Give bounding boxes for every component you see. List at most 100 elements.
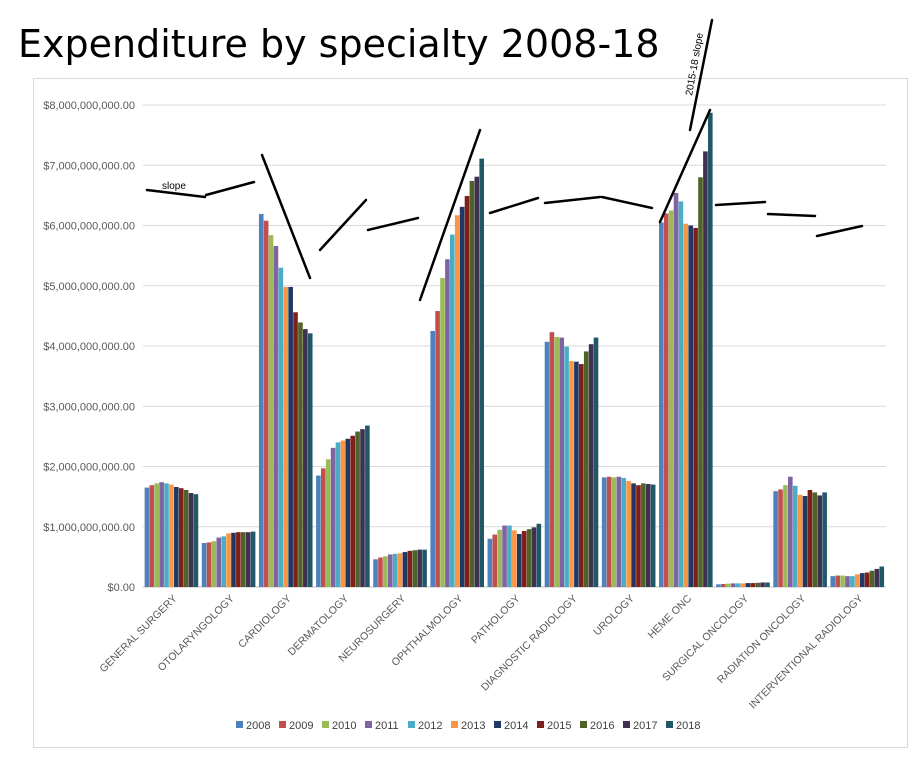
bar <box>193 494 199 587</box>
slope-annotation-line <box>543 195 602 205</box>
slope-annotation-line <box>418 128 482 302</box>
bar <box>611 477 617 587</box>
y-tick-label: $4,000,000,000.00 <box>43 341 135 353</box>
bar <box>345 438 351 587</box>
y-tick-label: $8,000,000,000.00 <box>43 100 135 112</box>
slope-annotation-line <box>658 108 712 224</box>
bar <box>316 475 321 587</box>
bar <box>544 341 550 587</box>
bar <box>745 583 751 587</box>
bar <box>507 525 512 587</box>
bar <box>636 485 641 587</box>
slope-annotation-line <box>318 198 368 252</box>
bar <box>807 489 813 587</box>
bar <box>859 573 865 587</box>
bar <box>445 259 450 587</box>
chart-title: Expenditure by specialty 2008-18 <box>18 22 660 66</box>
bar <box>245 532 251 587</box>
bar <box>459 206 465 587</box>
x-tick-label: HEME ONC <box>646 592 695 641</box>
bar <box>554 336 560 587</box>
bar <box>564 346 569 587</box>
bar <box>778 489 783 587</box>
bar <box>812 492 818 587</box>
bar <box>641 483 646 587</box>
bar <box>698 177 703 588</box>
bar <box>387 554 393 587</box>
x-tick-label: CARDIOLOGY <box>236 593 294 651</box>
slope-annotation-line <box>815 224 864 238</box>
bar <box>755 582 760 587</box>
bar <box>250 531 256 587</box>
slope-annotation-line <box>145 188 207 199</box>
legend-label: 2016 <box>590 720 614 732</box>
bar <box>845 576 850 587</box>
bar <box>631 483 636 587</box>
bar <box>673 192 679 587</box>
legend-swatch <box>623 721 630 728</box>
bar <box>521 530 527 587</box>
legend-swatch <box>279 721 286 728</box>
bar <box>149 485 155 587</box>
bar <box>579 364 584 587</box>
legend-label: 2010 <box>332 720 356 732</box>
y-tick-label: $0.00 <box>107 582 135 594</box>
bar <box>740 583 746 587</box>
bar <box>422 549 427 587</box>
bar <box>822 492 827 587</box>
legend-swatch <box>365 721 372 728</box>
bar <box>531 527 537 587</box>
bar <box>474 176 480 587</box>
bar <box>335 442 341 587</box>
legend-swatch <box>451 721 458 728</box>
bar <box>435 311 440 587</box>
legend-swatch <box>666 721 673 728</box>
bar <box>365 425 370 587</box>
bar <box>183 489 189 587</box>
bar <box>588 344 594 587</box>
legend-swatch <box>537 721 544 728</box>
bar <box>417 549 422 587</box>
bar <box>716 584 721 587</box>
bar <box>154 483 160 587</box>
bar <box>802 496 808 587</box>
bar <box>268 235 274 587</box>
bar <box>288 286 293 587</box>
bar <box>549 332 555 587</box>
legend-swatch <box>494 721 501 728</box>
bar <box>298 322 303 587</box>
bar <box>864 572 870 587</box>
bar <box>258 214 264 588</box>
bar <box>293 312 298 587</box>
bar <box>783 485 788 587</box>
bar <box>221 536 226 587</box>
bar <box>773 491 778 587</box>
bar <box>307 333 313 587</box>
bar <box>569 361 574 587</box>
bar <box>601 477 607 587</box>
bar <box>874 568 880 587</box>
bar <box>412 550 418 587</box>
bar <box>144 487 150 587</box>
bar <box>469 180 475 588</box>
x-tick-label: UROLOGY <box>591 593 637 639</box>
bar <box>240 532 246 587</box>
legend-label: 2012 <box>418 720 442 732</box>
slope-annotation-line <box>488 196 540 215</box>
bar <box>735 583 741 587</box>
legend-label: 2008 <box>246 720 270 732</box>
bar <box>464 195 470 588</box>
bar <box>668 210 674 587</box>
bar <box>730 583 736 587</box>
bar <box>850 576 855 587</box>
bar <box>169 484 174 587</box>
bar <box>840 575 845 587</box>
bar <box>606 476 612 587</box>
y-tick-label: $5,000,000,000.00 <box>43 281 135 293</box>
bar <box>502 525 507 587</box>
x-tick-label: INTERVENTIONAL RADIOLOGY <box>747 593 866 712</box>
bar <box>330 447 336 587</box>
bar <box>526 529 532 587</box>
bar <box>278 267 284 587</box>
slope-annotation-label: slope <box>162 181 186 192</box>
